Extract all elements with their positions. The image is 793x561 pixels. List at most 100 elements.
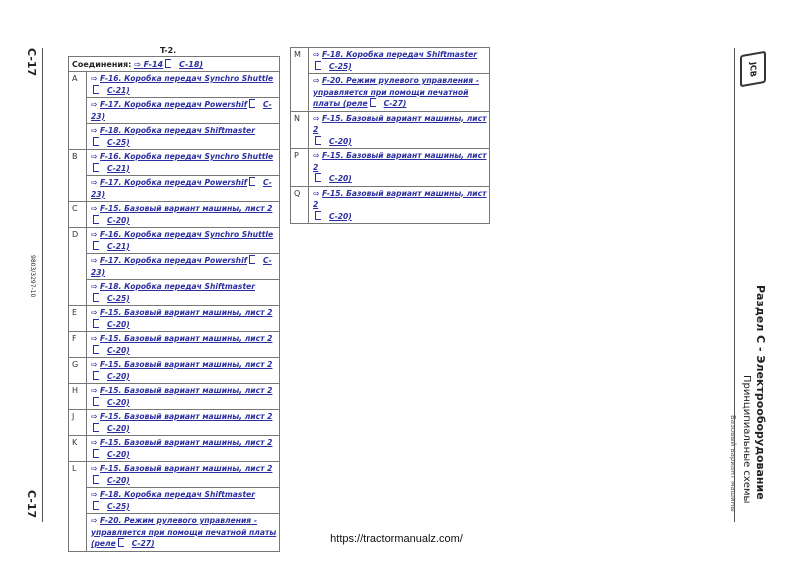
section-title: Раздел C - Электрооборудование bbox=[754, 285, 767, 500]
arrow-icon: ⇨ bbox=[91, 204, 101, 213]
link-title: F-15. Базовый вариант машины, лист 2 bbox=[100, 438, 273, 447]
links-cell: ⇨ F-16. Коробка передач Synchro Shuttle C… bbox=[86, 227, 280, 306]
page-ref-icon bbox=[93, 448, 99, 458]
connector-letter: B bbox=[68, 149, 87, 202]
cross-reference-link[interactable]: ⇨ F-17. Коробка передач Powershif C-23) bbox=[87, 176, 279, 201]
link-ref: C-21) bbox=[107, 241, 130, 251]
links-cell: ⇨ F-15. Базовый вариант машины, лист 2 C-… bbox=[86, 201, 280, 228]
arrow-icon: ⇨ bbox=[91, 152, 101, 161]
cross-reference-link[interactable]: ⇨ F-15. Базовый вариант машины, лист 2 C-… bbox=[87, 358, 279, 383]
links-cell: ⇨ F-16. Коробка передач Synchro Shuttle C… bbox=[86, 71, 280, 150]
links-cell: ⇨ F-15. Базовый вариант машины, лист 2 C-… bbox=[86, 435, 280, 462]
connector-letter: D bbox=[68, 227, 87, 306]
connections-table-right: M ⇨ F-18. Коробка передач Shiftmaster C-25… bbox=[290, 47, 490, 224]
arrow-icon: ⇨ bbox=[91, 74, 101, 83]
links-cell: ⇨ F-16. Коробка передач Synchro Shuttle C… bbox=[86, 149, 280, 202]
link-title: F-18. Коробка передач Shiftmaster bbox=[100, 282, 255, 291]
link-ref: C-25) bbox=[107, 137, 130, 147]
cross-reference-link[interactable]: ⇨ F-15. Базовый вариант машины, лист 2 C-… bbox=[87, 462, 279, 488]
header-link[interactable]: ⇨ F-14 C-18) bbox=[134, 59, 204, 69]
links-cell: ⇨ F-15. Базовый вариант машины, лист 2 C-… bbox=[86, 383, 280, 410]
table-row: B ⇨ F-16. Коробка передач Synchro Shuttle… bbox=[68, 149, 280, 202]
connector-letter: P bbox=[290, 148, 309, 187]
link-title: F-20. Режим рулевого управления - управл… bbox=[313, 76, 479, 108]
arrow-icon: ⇨ bbox=[91, 178, 101, 187]
arrow-icon: ⇨ bbox=[313, 188, 323, 198]
cross-reference-link[interactable]: ⇨ F-20. Режим рулевого управления - упра… bbox=[309, 74, 489, 111]
cross-reference-link[interactable]: ⇨ F-18. Коробка передач Shiftmaster C-25) bbox=[87, 280, 279, 305]
cross-reference-link[interactable]: ⇨ F-15. Базовый вариант машины, лист 2 C-… bbox=[309, 187, 489, 224]
arrow-icon: ⇨ bbox=[313, 50, 323, 59]
page-ref-icon bbox=[315, 210, 321, 220]
link-ref: C-21) bbox=[107, 85, 130, 95]
arrow-icon: ⇨ bbox=[91, 230, 101, 239]
table-row: K ⇨ F-15. Базовый вариант машины, лист 2 C… bbox=[68, 435, 280, 462]
page-ref-icon bbox=[93, 500, 99, 510]
connector-letter: A bbox=[68, 71, 87, 150]
link-ref: C-20) bbox=[107, 423, 130, 433]
links-cell: ⇨ F-15. Базовый вариант машины, лист 2 C-… bbox=[308, 110, 490, 149]
cross-reference-link[interactable]: ⇨ F-15. Базовый вариант машины, лист 2 C-… bbox=[87, 384, 279, 409]
page-number-bottom: C-17 bbox=[25, 490, 38, 519]
links-cell: ⇨ F-15. Базовый вариант машины, лист 2 C-… bbox=[86, 331, 280, 358]
link-ref: C-20) bbox=[329, 174, 352, 183]
link-title: F-15. Базовый вариант машины, лист 2 bbox=[313, 151, 487, 172]
arrow-icon: ⇨ bbox=[313, 113, 323, 123]
page-ref-icon bbox=[93, 318, 99, 328]
connections-label: Соединения: bbox=[72, 60, 132, 69]
connector-letter: M bbox=[290, 47, 309, 112]
arrow-icon: ⇨ bbox=[91, 412, 101, 421]
arrow-icon: ⇨ bbox=[91, 308, 101, 317]
cross-reference-link[interactable]: ⇨ F-15. Базовый вариант машины, лист 2 C-… bbox=[309, 149, 489, 186]
cross-reference-link[interactable]: ⇨ F-15. Базовый вариант машины, лист 2 C-… bbox=[87, 202, 279, 227]
connections-table-left: Соединения: ⇨ F-14 C-18) A ⇨ F-16. Коробка… bbox=[68, 56, 280, 552]
links-cell: ⇨ F-15. Базовый вариант машины, лист 2 C-… bbox=[86, 461, 280, 552]
right-margin-rule bbox=[734, 48, 735, 522]
connector-letter: E bbox=[68, 305, 87, 332]
link-title: F-15. Базовый вариант машины, лист 2 bbox=[100, 412, 273, 421]
table-row: F ⇨ F-15. Базовый вариант машины, лист 2 C… bbox=[68, 331, 280, 358]
page-number-top: C-17 bbox=[25, 48, 38, 77]
arrow-icon: ⇨ bbox=[134, 60, 141, 69]
table-header-row: Соединения: ⇨ F-14 C-18) bbox=[68, 56, 280, 72]
arrow-icon: ⇨ bbox=[91, 438, 101, 447]
arrow-icon: ⇨ bbox=[91, 490, 101, 499]
connector-letter: J bbox=[68, 409, 87, 436]
cross-reference-link[interactable]: ⇨ F-16. Коробка передач Synchro Shuttle C… bbox=[87, 72, 279, 98]
table-row: H ⇨ F-15. Базовый вариант машины, лист 2 C… bbox=[68, 383, 280, 410]
link-ref: C-25) bbox=[107, 293, 130, 303]
link-ref: C-20) bbox=[107, 475, 130, 485]
cross-reference-link[interactable]: ⇨ F-15. Базовый вариант машины, лист 2 C-… bbox=[87, 306, 279, 331]
link-title: F-17. Коробка передач Powershif bbox=[100, 178, 247, 187]
link-ref: C-25) bbox=[107, 501, 130, 511]
page-ref-icon bbox=[93, 422, 99, 432]
cross-reference-link[interactable]: ⇨ F-15. Базовый вариант машины, лист 2 C-… bbox=[87, 332, 279, 357]
cross-reference-link[interactable]: ⇨ F-18. Коробка передач Shiftmaster C-25) bbox=[309, 48, 489, 74]
footer-url[interactable]: https://tractormanualz.com/ bbox=[330, 533, 463, 545]
cross-reference-link[interactable]: ⇨ F-16. Коробка передач Synchro Shuttle C… bbox=[87, 150, 279, 176]
link-ref: C-27) bbox=[383, 99, 407, 108]
cross-reference-link[interactable]: ⇨ F-20. Режим рулевого управления - упра… bbox=[87, 514, 279, 551]
link-title: F-15. Базовый вариант машины, лист 2 bbox=[100, 360, 273, 369]
link-title: F-17. Коробка передач Powershif bbox=[100, 256, 247, 265]
page-ref-icon bbox=[117, 538, 124, 547]
link-ref: C-20) bbox=[107, 371, 130, 381]
link-ref: C-20) bbox=[329, 136, 352, 146]
table-row: A ⇨ F-16. Коробка передач Synchro Shuttle… bbox=[68, 71, 280, 150]
cross-reference-link[interactable]: ⇨ F-18. Коробка передач Shiftmaster C-25) bbox=[87, 488, 279, 514]
link-title: F-15. Базовый вариант машины, лист 2 bbox=[100, 204, 273, 213]
cross-reference-link[interactable]: ⇨ F-16. Коробка передач Synchro Shuttle C… bbox=[87, 228, 279, 254]
cross-reference-link[interactable]: ⇨ F-15. Базовый вариант машины, лист 2 C-… bbox=[87, 436, 279, 461]
links-cell: ⇨ F-18. Коробка передач Shiftmaster C-25)… bbox=[308, 47, 490, 112]
connector-letter: C bbox=[68, 201, 87, 228]
cross-reference-link[interactable]: ⇨ F-18. Коробка передач Shiftmaster C-25) bbox=[87, 124, 279, 149]
link-title: F-15. Базовый вариант машины, лист 2 bbox=[100, 464, 273, 473]
cross-reference-link[interactable]: ⇨ F-15. Базовый вариант машины, лист 2 C-… bbox=[87, 410, 279, 435]
page-ref-icon bbox=[93, 474, 99, 484]
cross-reference-link[interactable]: ⇨ F-15. Базовый вариант машины, лист 2 C-… bbox=[309, 112, 489, 149]
cross-reference-link[interactable]: ⇨ F-17. Коробка передач Powershif C-23) bbox=[87, 98, 279, 124]
link-ref: C-25) bbox=[329, 61, 352, 71]
link-title: F-18. Коробка передач Shiftmaster bbox=[322, 50, 477, 59]
cross-reference-link[interactable]: ⇨ F-17. Коробка передач Powershif C-23) bbox=[87, 254, 279, 280]
connector-letter: L bbox=[68, 461, 87, 552]
